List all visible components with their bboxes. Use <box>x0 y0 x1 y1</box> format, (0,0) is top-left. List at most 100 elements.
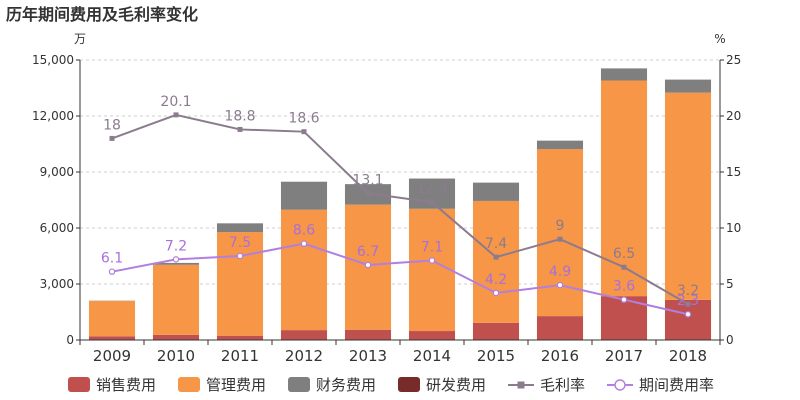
chart-title: 历年期间费用及毛利率变化 <box>6 5 198 24</box>
x-axis-tick-label: 2017 <box>605 347 643 365</box>
line-point <box>108 268 116 275</box>
line-point <box>172 256 180 263</box>
legend-label: 研发费用 <box>426 376 486 394</box>
data-labels: 18 20.1 18.8 18.6 13.1 12.3 7.4 9 6.5 3.2 6.1 7.2 7.… <box>101 94 699 309</box>
bar-segment <box>664 92 712 300</box>
bar-segment <box>280 209 328 331</box>
right-axis-tick-label: 5 <box>726 277 734 291</box>
x-axis-tick-label: 2015 <box>477 347 515 365</box>
line-point <box>301 129 307 135</box>
right-axis-tick-label: 20 <box>726 109 741 123</box>
line-point <box>621 264 627 270</box>
x-axis-tick-label: 2016 <box>541 347 579 365</box>
x-axis-tick-label: 2010 <box>157 347 195 365</box>
line-point <box>173 112 179 118</box>
bar-segment <box>88 336 136 340</box>
axes: 0 0 3,000 5 6,000 10 9,000 15 12,000 20 15,000 25 20… <box>32 53 741 365</box>
data-label: 18.6 <box>288 111 319 127</box>
x-axis-tick-label: 2011 <box>221 347 259 365</box>
data-label: 12.3 <box>416 181 447 197</box>
line-point <box>493 254 499 260</box>
line-point <box>365 190 371 196</box>
line-point <box>685 301 691 307</box>
bar-segment <box>152 262 200 265</box>
right-axis-tick-label: 0 <box>726 333 734 347</box>
lines <box>108 112 692 318</box>
bars <box>88 68 712 340</box>
legend-marker <box>614 379 626 391</box>
line-point <box>364 261 372 269</box>
data-label: 20.1 <box>160 94 191 110</box>
data-label: 13.1 <box>352 172 383 188</box>
line-point <box>620 296 628 303</box>
data-label: 18 <box>103 117 121 133</box>
left-axis-tick-label: 6,000 <box>40 221 74 235</box>
line-point <box>429 199 435 205</box>
data-label: 7.5 <box>229 235 251 251</box>
right-axis-unit: % <box>714 32 725 46</box>
bar-segment <box>216 223 264 233</box>
right-axis-tick-label: 25 <box>726 53 741 67</box>
legend-label: 期间费用率 <box>639 376 714 394</box>
data-label: 7.4 <box>485 236 507 252</box>
left-axis-tick-label: 15,000 <box>32 53 74 67</box>
data-label: 7.1 <box>421 239 443 255</box>
data-label: 7.2 <box>165 238 187 254</box>
left-axis-tick-label: 0 <box>66 333 74 347</box>
line-point <box>556 281 564 289</box>
data-label: 18.8 <box>224 108 255 124</box>
x-axis-tick-label: 2009 <box>93 347 131 365</box>
left-axis-tick-label: 3,000 <box>40 277 74 291</box>
line-point <box>109 135 115 141</box>
bar-segment <box>280 330 328 340</box>
left-axis-tick-label: 12,000 <box>32 109 74 123</box>
legend-swatch <box>178 377 200 392</box>
left-axis-unit: 万 <box>74 32 86 46</box>
data-label: 8.6 <box>293 223 315 239</box>
data-label: 9 <box>556 218 565 234</box>
line-point <box>428 257 436 264</box>
data-label: 4.9 <box>549 264 571 280</box>
data-label: 4.2 <box>485 272 507 288</box>
right-axis-tick-label: 15 <box>726 165 741 179</box>
bar-segment <box>216 232 264 336</box>
legend-swatch <box>288 377 310 392</box>
bar-segment <box>664 79 712 93</box>
series-line <box>111 113 689 306</box>
legend-marker <box>517 381 525 389</box>
legend: 销售费用 管理费用 财务费用 研发费用 毛利率 期间费用率 <box>68 376 714 394</box>
data-label: 6.1 <box>101 251 123 267</box>
bar-segment <box>472 322 520 340</box>
legend-label: 财务费用 <box>316 376 376 394</box>
line-point <box>492 289 500 297</box>
line-point <box>237 126 243 132</box>
data-label: 6.5 <box>613 246 635 262</box>
line-point <box>557 236 563 242</box>
legend-swatch <box>398 377 420 392</box>
data-label: 3.6 <box>613 279 635 295</box>
series-line <box>111 242 689 316</box>
bar-segment <box>472 182 520 201</box>
legend-label: 毛利率 <box>540 376 585 394</box>
bar-segment <box>600 68 648 81</box>
legend-label: 管理费用 <box>206 376 266 394</box>
data-label: 3.2 <box>677 283 699 299</box>
bar-segment <box>408 331 456 340</box>
left-axis-tick-label: 9,000 <box>40 165 74 179</box>
bar-segment <box>216 335 264 340</box>
x-axis-tick-label: 2018 <box>669 347 707 365</box>
legend-label: 销售费用 <box>96 376 156 394</box>
line-point <box>300 240 308 247</box>
line-point <box>236 252 244 260</box>
bar-segment <box>536 140 584 150</box>
bar-segment <box>152 334 200 340</box>
bar-segment <box>280 181 328 210</box>
x-axis-tick-label: 2014 <box>413 347 451 365</box>
grid <box>80 59 720 285</box>
x-axis-tick-label: 2012 <box>285 347 323 365</box>
right-axis-tick-label: 10 <box>726 221 741 235</box>
bar-segment <box>600 80 648 297</box>
bar-segment <box>408 208 456 332</box>
data-label: 6.7 <box>357 244 379 260</box>
